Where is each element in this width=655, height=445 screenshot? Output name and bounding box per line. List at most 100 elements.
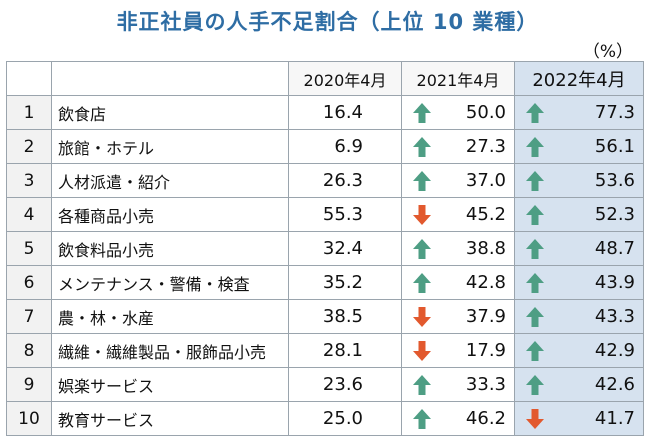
value-text: 25.0 bbox=[322, 408, 363, 429]
value-cell: 52.3 bbox=[514, 197, 644, 232]
header-blank-industry bbox=[51, 61, 289, 96]
rank-cell: 10 bbox=[6, 401, 52, 436]
value-text: 32.4 bbox=[322, 238, 363, 259]
value-text: 28.1 bbox=[322, 340, 363, 361]
value-text: 6.9 bbox=[334, 136, 363, 157]
value-cell: 28.1 bbox=[288, 333, 402, 368]
value-text: 46.2 bbox=[465, 408, 506, 429]
down-arrow-icon bbox=[413, 204, 431, 225]
table-row: 2 旅館・ホテル 6.9 27.3 56.1 bbox=[6, 129, 644, 164]
rank-cell: 2 bbox=[6, 129, 52, 164]
page-title: 非正社員の人手不足割合（上位 10 業種） bbox=[116, 10, 539, 34]
value-text: 41.7 bbox=[594, 408, 635, 429]
value-text: 38.8 bbox=[465, 238, 506, 259]
table-row: 6 メンテナンス・警備・検査 35.2 42.8 43.9 bbox=[6, 265, 644, 300]
rank-cell: 9 bbox=[6, 367, 52, 402]
table-row: 10 教育サービス 25.0 46.2 41.7 bbox=[6, 401, 644, 436]
value-text: 56.1 bbox=[594, 136, 635, 157]
value-text: 48.7 bbox=[594, 238, 635, 259]
column-header-2020: 2020年4月 bbox=[288, 61, 402, 96]
up-arrow-icon bbox=[526, 306, 544, 327]
rank-cell: 6 bbox=[6, 265, 52, 300]
value-text: 52.3 bbox=[594, 204, 635, 225]
rank-cell: 8 bbox=[6, 333, 52, 368]
value-text: 42.8 bbox=[465, 272, 506, 293]
value-cell: 25.0 bbox=[288, 401, 402, 436]
up-arrow-icon bbox=[413, 238, 431, 259]
value-cell: 48.7 bbox=[514, 231, 644, 266]
value-cell: 56.1 bbox=[514, 129, 644, 164]
value-cell: 43.3 bbox=[514, 299, 644, 334]
value-text: 45.2 bbox=[465, 204, 506, 225]
industry-cell: 農・林・水産 bbox=[51, 299, 289, 334]
value-cell: 77.3 bbox=[514, 95, 644, 130]
up-arrow-icon bbox=[526, 340, 544, 361]
up-arrow-icon bbox=[413, 102, 431, 123]
industry-cell: メンテナンス・警備・検査 bbox=[51, 265, 289, 300]
value-cell: 46.2 bbox=[401, 401, 515, 436]
unit-label: （%） bbox=[582, 42, 633, 62]
rank-cell: 4 bbox=[6, 197, 52, 232]
value-cell: 43.9 bbox=[514, 265, 644, 300]
header-blank-rank bbox=[6, 61, 52, 96]
table-row: 8 繊維・繊維製品・服飾品小売 28.1 17.9 42.9 bbox=[6, 333, 644, 368]
value-cell: 26.3 bbox=[288, 163, 402, 198]
value-cell: 17.9 bbox=[401, 333, 515, 368]
value-text: 16.4 bbox=[322, 102, 363, 123]
table-row: 4 各種商品小売 55.3 45.2 52.3 bbox=[6, 197, 644, 232]
value-cell: 27.3 bbox=[401, 129, 515, 164]
table-row: 3 人材派遣・紹介 26.3 37.0 53.6 bbox=[6, 163, 644, 198]
down-arrow-icon bbox=[413, 306, 431, 327]
value-text: 43.9 bbox=[594, 272, 635, 293]
value-text: 26.3 bbox=[322, 170, 363, 191]
value-text: 33.3 bbox=[465, 374, 506, 395]
value-text: 27.3 bbox=[465, 136, 506, 157]
industry-cell: 各種商品小売 bbox=[51, 197, 289, 232]
up-arrow-icon bbox=[526, 102, 544, 123]
value-cell: 32.4 bbox=[288, 231, 402, 266]
table-body: 1 飲食店 16.4 50.0 77.3 2 旅館・ホテル 6.9 27.3 56.1 3 人材派遣・… bbox=[6, 95, 644, 436]
value-cell: 45.2 bbox=[401, 197, 515, 232]
industry-cell: 教育サービス bbox=[51, 401, 289, 436]
table-row: 1 飲食店 16.4 50.0 77.3 bbox=[6, 95, 644, 130]
value-cell: 37.9 bbox=[401, 299, 515, 334]
up-arrow-icon bbox=[526, 238, 544, 259]
up-arrow-icon bbox=[413, 408, 431, 429]
value-cell: 38.5 bbox=[288, 299, 402, 334]
value-cell: 41.7 bbox=[514, 401, 644, 436]
value-text: 55.3 bbox=[322, 204, 363, 225]
up-arrow-icon bbox=[413, 272, 431, 293]
value-cell: 38.8 bbox=[401, 231, 515, 266]
value-cell: 42.6 bbox=[514, 367, 644, 402]
industry-cell: 人材派遣・紹介 bbox=[51, 163, 289, 198]
up-arrow-icon bbox=[413, 374, 431, 395]
industry-cell: 飲食店 bbox=[51, 95, 289, 130]
up-arrow-icon bbox=[526, 136, 544, 157]
up-arrow-icon bbox=[526, 272, 544, 293]
industry-cell: 飲食料品小売 bbox=[51, 231, 289, 266]
column-header-2021: 2021年4月 bbox=[401, 61, 515, 96]
shortage-table: 2020年4月 2021年4月 2022年4月 1 飲食店 16.4 50.0 77.3… bbox=[6, 61, 644, 436]
value-cell: 23.6 bbox=[288, 367, 402, 402]
value-cell: 50.0 bbox=[401, 95, 515, 130]
value-text: 43.3 bbox=[594, 306, 635, 327]
column-header-2022: 2022年4月 bbox=[514, 61, 644, 96]
value-cell: 55.3 bbox=[288, 197, 402, 232]
value-cell: 53.6 bbox=[514, 163, 644, 198]
rank-cell: 5 bbox=[6, 231, 52, 266]
up-arrow-icon bbox=[526, 170, 544, 191]
value-text: 35.2 bbox=[322, 272, 363, 293]
up-arrow-icon bbox=[413, 170, 431, 191]
up-arrow-icon bbox=[526, 374, 544, 395]
value-cell: 33.3 bbox=[401, 367, 515, 402]
value-cell: 35.2 bbox=[288, 265, 402, 300]
value-text: 77.3 bbox=[594, 102, 635, 123]
value-text: 42.6 bbox=[594, 374, 635, 395]
table-row: 7 農・林・水産 38.5 37.9 43.3 bbox=[6, 299, 644, 334]
up-arrow-icon bbox=[413, 136, 431, 157]
rank-cell: 7 bbox=[6, 299, 52, 334]
value-text: 37.9 bbox=[465, 306, 506, 327]
rank-cell: 1 bbox=[6, 95, 52, 130]
value-text: 17.9 bbox=[465, 340, 506, 361]
up-arrow-icon bbox=[526, 204, 544, 225]
